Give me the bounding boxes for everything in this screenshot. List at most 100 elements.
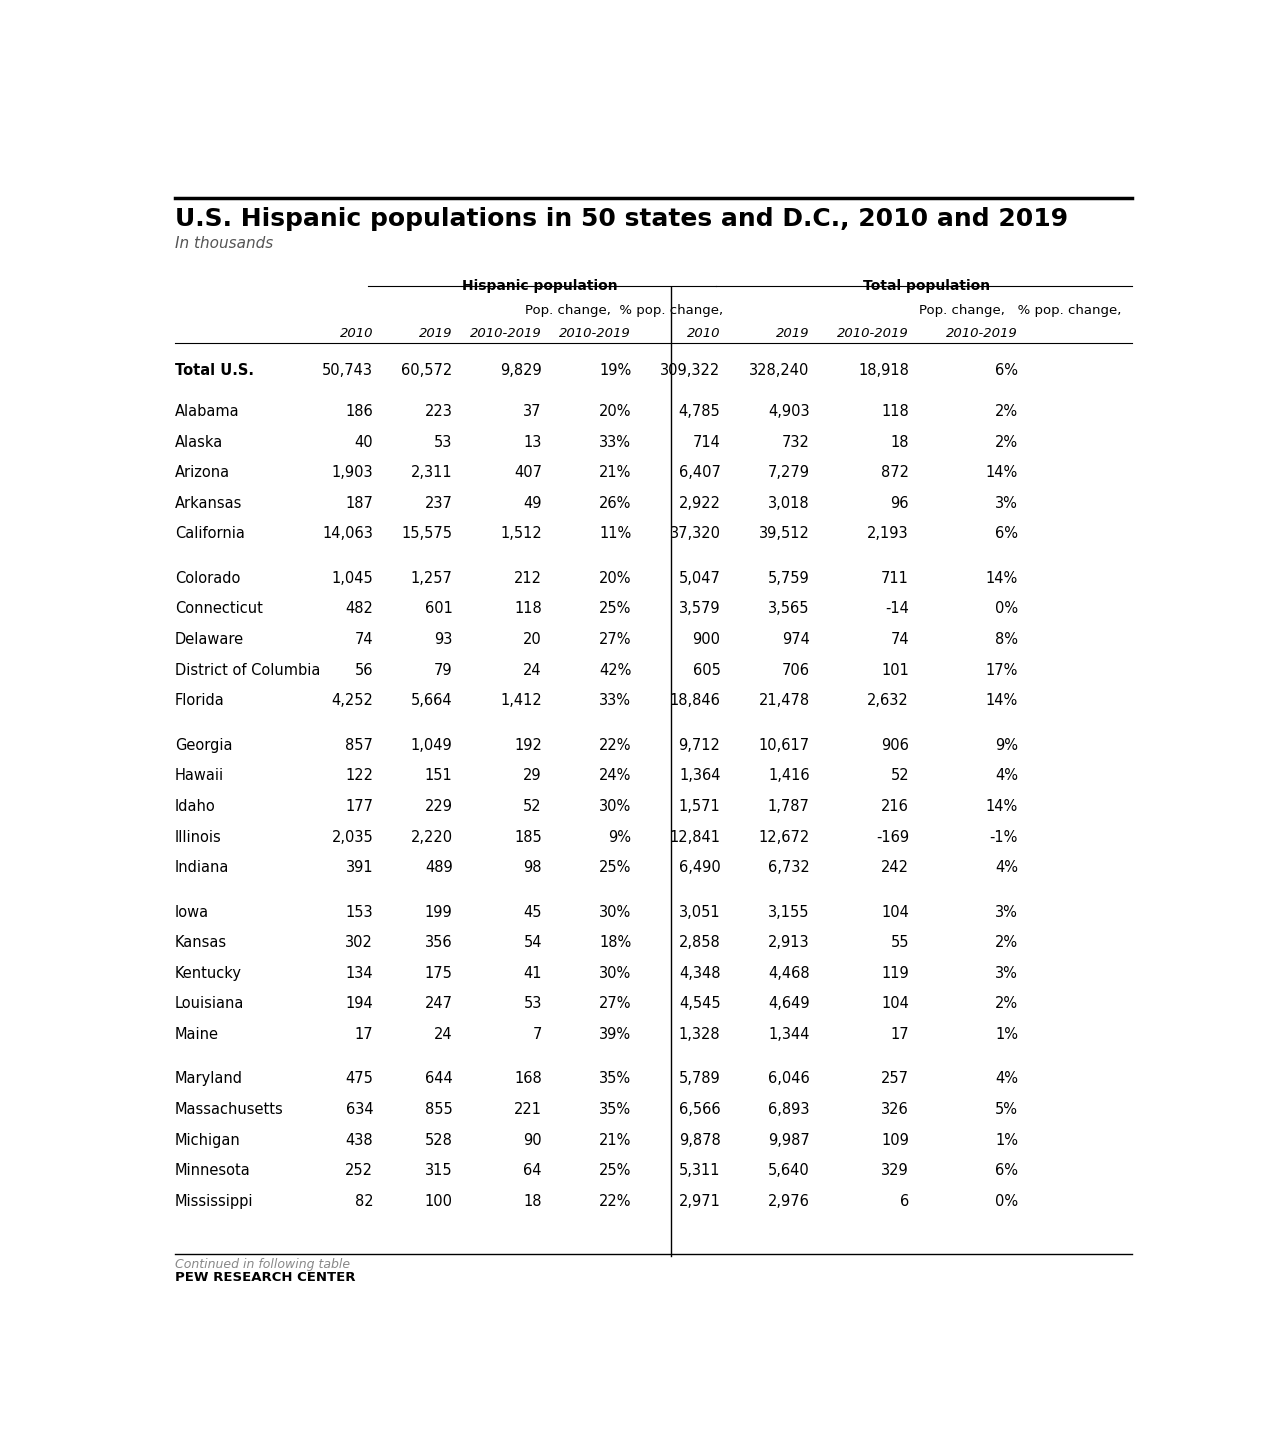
- Text: 37: 37: [524, 403, 541, 419]
- Text: 229: 229: [425, 800, 453, 814]
- Text: 21%: 21%: [599, 1132, 631, 1148]
- Text: 900: 900: [692, 632, 721, 648]
- Text: 2%: 2%: [995, 435, 1018, 450]
- Text: 192: 192: [515, 737, 541, 753]
- Text: Hispanic population: Hispanic population: [462, 279, 617, 294]
- Text: 1,416: 1,416: [768, 768, 810, 784]
- Text: 5,311: 5,311: [678, 1164, 721, 1178]
- Text: 2%: 2%: [995, 996, 1018, 1011]
- Text: 5,640: 5,640: [768, 1164, 810, 1178]
- Text: 22%: 22%: [599, 1194, 631, 1209]
- Text: 4%: 4%: [995, 1071, 1018, 1086]
- Text: 5,789: 5,789: [678, 1071, 721, 1086]
- Text: 326: 326: [881, 1102, 909, 1118]
- Text: Michigan: Michigan: [175, 1132, 241, 1148]
- Text: 2%: 2%: [995, 403, 1018, 419]
- Text: 24%: 24%: [599, 768, 631, 784]
- Text: 55: 55: [891, 936, 909, 950]
- Text: 5%: 5%: [995, 1102, 1018, 1118]
- Text: 17%: 17%: [986, 662, 1018, 678]
- Text: 9,829: 9,829: [500, 363, 541, 377]
- Text: 4,649: 4,649: [768, 996, 810, 1011]
- Text: 60,572: 60,572: [402, 363, 453, 377]
- Text: 3,579: 3,579: [678, 602, 721, 616]
- Text: 9,987: 9,987: [768, 1132, 810, 1148]
- Text: 212: 212: [515, 571, 541, 586]
- Text: 8%: 8%: [995, 632, 1018, 648]
- Text: 223: 223: [425, 403, 453, 419]
- Text: 53: 53: [524, 996, 541, 1011]
- Text: Idaho: Idaho: [175, 800, 215, 814]
- Text: 6%: 6%: [995, 363, 1018, 377]
- Text: 706: 706: [782, 662, 810, 678]
- Text: 714: 714: [692, 435, 721, 450]
- Text: 6,407: 6,407: [678, 466, 721, 480]
- Text: 3%: 3%: [996, 966, 1018, 980]
- Text: 104: 104: [881, 996, 909, 1011]
- Text: 2,922: 2,922: [678, 496, 721, 510]
- Text: 101: 101: [881, 662, 909, 678]
- Text: 3,018: 3,018: [768, 496, 810, 510]
- Text: 42%: 42%: [599, 662, 631, 678]
- Text: 7: 7: [532, 1027, 541, 1043]
- Text: 1%: 1%: [995, 1132, 1018, 1148]
- Text: 1,045: 1,045: [332, 571, 374, 586]
- Text: 857: 857: [346, 737, 374, 753]
- Text: 14,063: 14,063: [323, 526, 374, 541]
- Text: 237: 237: [425, 496, 453, 510]
- Text: 1,412: 1,412: [500, 693, 541, 709]
- Text: 2,193: 2,193: [868, 526, 909, 541]
- Text: 1,344: 1,344: [768, 1027, 810, 1043]
- Text: 93: 93: [434, 632, 453, 648]
- Text: Continued in following table: Continued in following table: [175, 1258, 349, 1271]
- Text: 153: 153: [346, 905, 374, 920]
- Text: 15,575: 15,575: [402, 526, 453, 541]
- Text: 54: 54: [524, 936, 541, 950]
- Text: 18: 18: [891, 435, 909, 450]
- Text: 12,672: 12,672: [759, 830, 810, 844]
- Text: Kentucky: Kentucky: [175, 966, 242, 980]
- Text: 175: 175: [425, 966, 453, 980]
- Text: 20: 20: [524, 632, 541, 648]
- Text: 25%: 25%: [599, 1164, 631, 1178]
- Text: -1%: -1%: [989, 830, 1018, 844]
- Text: 0%: 0%: [995, 602, 1018, 616]
- Text: 6%: 6%: [995, 1164, 1018, 1178]
- Text: 2,035: 2,035: [332, 830, 374, 844]
- Text: Alabama: Alabama: [175, 403, 239, 419]
- Text: 18,918: 18,918: [858, 363, 909, 377]
- Text: 407: 407: [515, 466, 541, 480]
- Text: 252: 252: [346, 1164, 374, 1178]
- Text: 39,512: 39,512: [759, 526, 810, 541]
- Text: 906: 906: [881, 737, 909, 753]
- Text: 39%: 39%: [599, 1027, 631, 1043]
- Text: Maine: Maine: [175, 1027, 219, 1043]
- Text: 634: 634: [346, 1102, 374, 1118]
- Text: 25%: 25%: [599, 860, 631, 875]
- Text: 199: 199: [425, 905, 453, 920]
- Text: Alaska: Alaska: [175, 435, 223, 450]
- Text: 25%: 25%: [599, 602, 631, 616]
- Text: 98: 98: [524, 860, 541, 875]
- Text: 18,846: 18,846: [669, 693, 721, 709]
- Text: 528: 528: [425, 1132, 453, 1148]
- Text: 50,743: 50,743: [323, 363, 374, 377]
- Text: District of Columbia: District of Columbia: [175, 662, 320, 678]
- Text: 17: 17: [355, 1027, 374, 1043]
- Text: 19%: 19%: [599, 363, 631, 377]
- Text: 168: 168: [515, 1071, 541, 1086]
- Text: 2010-2019: 2010-2019: [559, 327, 631, 340]
- Text: 2019: 2019: [776, 327, 810, 340]
- Text: 391: 391: [346, 860, 374, 875]
- Text: Kansas: Kansas: [175, 936, 227, 950]
- Text: Total population: Total population: [863, 279, 989, 294]
- Text: 2010: 2010: [687, 327, 721, 340]
- Text: In thousands: In thousands: [175, 236, 273, 250]
- Text: 2,913: 2,913: [768, 936, 810, 950]
- Text: 37,320: 37,320: [669, 526, 721, 541]
- Text: 134: 134: [346, 966, 374, 980]
- Text: Hawaii: Hawaii: [175, 768, 224, 784]
- Text: 52: 52: [524, 800, 541, 814]
- Text: Massachusetts: Massachusetts: [175, 1102, 284, 1118]
- Text: 21,478: 21,478: [759, 693, 810, 709]
